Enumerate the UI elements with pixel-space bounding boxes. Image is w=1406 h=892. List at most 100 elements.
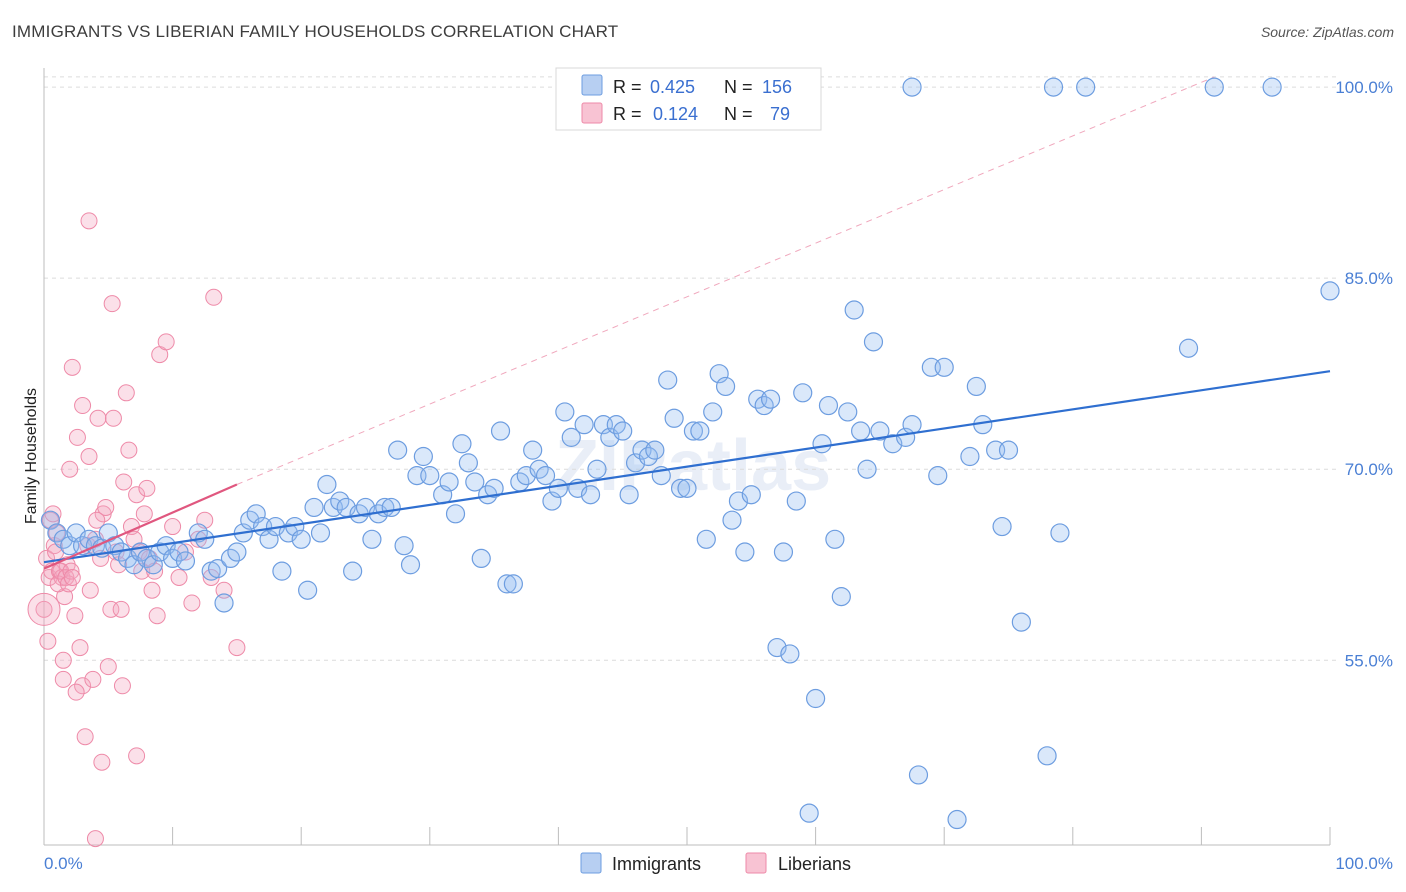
immigrants-point (452, 434, 472, 454)
immigrants-point (561, 427, 581, 447)
immigrants-point (484, 478, 504, 498)
chart-title: IMMIGRANTS VS LIBERIAN FAMILY HOUSEHOLDS… (12, 22, 619, 41)
immigrants-point (535, 466, 556, 486)
liberians-point (88, 511, 106, 529)
liberians-point (39, 632, 57, 650)
liberians-point (138, 479, 156, 497)
immigrants-point (471, 548, 491, 569)
source-credit: Source: ZipAtlas.com (1260, 24, 1394, 40)
immigrants-point (1262, 77, 1282, 97)
immigrants-point (696, 529, 716, 549)
immigrants-point (619, 485, 639, 505)
bottom-legend-swatch-immigrants (580, 852, 602, 874)
immigrants-point (844, 300, 864, 320)
immigrants-point (310, 523, 331, 543)
immigrants-point (458, 453, 478, 473)
immigrants-point (1050, 523, 1070, 543)
immigrants-point (574, 415, 594, 435)
liberians-point (67, 683, 85, 701)
immigrants-point (394, 536, 414, 556)
liberians-point (63, 358, 81, 376)
immigrants-point (413, 446, 433, 467)
liberians-point (115, 473, 133, 491)
immigrants-point (799, 803, 819, 823)
immigrants-point (780, 644, 800, 664)
y-tick-label: 100.0% (1335, 78, 1393, 97)
liberians-point (117, 384, 135, 402)
immigrants-point (465, 472, 485, 492)
immigrants-point (902, 77, 922, 97)
liberians-point (128, 486, 146, 504)
immigrants-point (998, 440, 1019, 460)
immigrants-point (445, 504, 466, 524)
immigrants-point (343, 561, 363, 581)
liberians-point (120, 441, 138, 459)
immigrants-point (362, 529, 382, 549)
immigrants-point (613, 421, 633, 441)
legend-swatch-liberians (581, 102, 603, 124)
liberians-point (99, 658, 117, 676)
immigrants-point (818, 395, 839, 416)
y-axis-label: Family Households (23, 388, 40, 524)
immigrants-point (805, 688, 826, 709)
legend-n-value-2: 79 (770, 104, 790, 124)
liberians-point (113, 677, 131, 695)
immigrants-point (1043, 77, 1064, 97)
immigrants-point (1011, 612, 1031, 632)
liberians-point (104, 409, 122, 427)
immigrants-point (587, 459, 607, 479)
immigrants-point (934, 357, 954, 377)
immigrants-point (773, 542, 794, 562)
liberians-point (74, 397, 92, 415)
immigrants-point (760, 389, 781, 409)
liberians-point (164, 518, 182, 536)
immigrants-point (857, 459, 877, 479)
immigrants-point (272, 561, 292, 581)
immigrants-point (851, 421, 871, 441)
immigrants-point (838, 402, 858, 422)
liberians-point (205, 288, 223, 306)
reference-dashed-line (236, 76, 1215, 485)
legend-r-value-1: 0.425 (650, 77, 695, 97)
legend-n-label-1: N = (724, 77, 753, 97)
liberians-point (71, 639, 89, 657)
liberians-point (61, 460, 79, 478)
immigrants-point (497, 574, 517, 594)
immigrants-point (715, 376, 736, 397)
liberians-point (143, 581, 161, 599)
immigrants-point (863, 332, 884, 352)
legend: R = 0.425 N = 156 R = 0.124 N = 79 (555, 67, 822, 131)
immigrants-point (786, 491, 806, 511)
liberians-point (102, 600, 120, 618)
y-tick-label: 55.0% (1345, 651, 1393, 670)
immigrants-point (966, 376, 986, 397)
bottom-legend-swatch-liberians (745, 852, 767, 874)
immigrants-point (703, 402, 723, 422)
immigrants-point (735, 542, 755, 562)
y-tick-label: 85.0% (1345, 269, 1393, 288)
liberians-point (35, 600, 53, 618)
immigrants-trendline (43, 370, 1331, 564)
immigrants-point (812, 434, 832, 454)
immigrants-point (580, 485, 601, 505)
bottom-legend-liberians: Liberians (778, 854, 851, 874)
immigrants-point (722, 510, 742, 530)
immigrants-point (1204, 77, 1224, 97)
immigrants-point (902, 415, 922, 435)
bottom-legend: Immigrants Liberians (580, 852, 851, 874)
liberians-point (157, 333, 175, 351)
liberians-point (54, 651, 72, 669)
liberians-point (44, 505, 62, 523)
immigrants-point (420, 466, 440, 486)
legend-n-label-2: N = (724, 104, 753, 124)
x-tick-label: 0.0% (44, 854, 83, 873)
liberians-point (228, 639, 246, 657)
immigrants-point (947, 809, 967, 830)
liberians-point (80, 212, 98, 230)
legend-swatch-immigrants (581, 74, 603, 96)
immigrants-point (825, 529, 845, 549)
liberians-point (86, 830, 104, 848)
immigrants-point (645, 440, 665, 460)
liberians-point (63, 569, 81, 587)
